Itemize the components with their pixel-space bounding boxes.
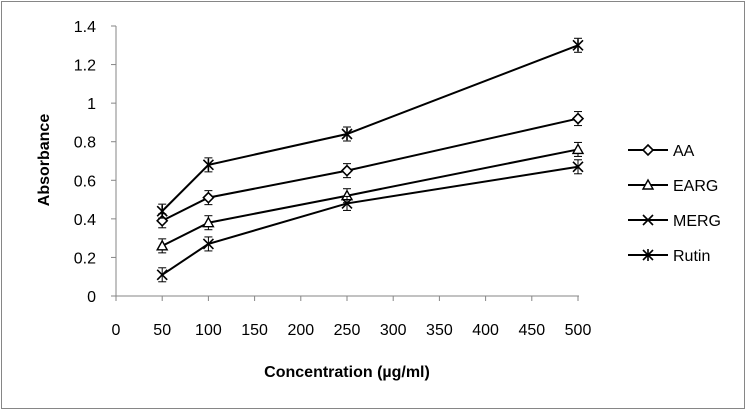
- legend-marker: [642, 214, 654, 226]
- legend-item-aa: AA: [628, 143, 695, 160]
- y-tick-label: 0.6: [74, 173, 96, 190]
- legend-label: EARG: [673, 178, 718, 195]
- data-point: [156, 205, 168, 218]
- data-point: [202, 216, 215, 228]
- series-aa: [156, 111, 585, 229]
- axes: 0 0.2 0.4 0.6 0.8 1 1.2 1.4 0 50 100 150 200 250 300 35…: [74, 19, 592, 339]
- legend-label: AA: [673, 143, 695, 160]
- legend: AA EARG MERG Rutin: [628, 143, 721, 265]
- y-tick-label: 0.2: [74, 250, 96, 267]
- y-tick-label: 0.8: [74, 135, 96, 152]
- x-axis-title: Concentration (µg/ml): [264, 364, 430, 381]
- y-tick-label: 1.4: [74, 19, 96, 36]
- legend-label: MERG: [673, 213, 721, 230]
- data-point: [571, 112, 585, 125]
- y-tick-label: 1.2: [74, 58, 96, 75]
- data-point: [341, 128, 353, 140]
- legend-label: Rutin: [673, 248, 710, 265]
- legend-item-earg: EARG: [628, 178, 718, 195]
- legend-marker: [642, 249, 654, 261]
- series-line: [161, 117, 579, 222]
- legend-item-rutin: Rutin: [628, 248, 710, 265]
- x-tick-label: 250: [334, 322, 361, 339]
- y-tick-label: 1: [87, 96, 96, 113]
- data-point: [156, 239, 169, 251]
- series-layer: [156, 37, 585, 283]
- data-point: [202, 191, 215, 204]
- x-tick-label: 50: [153, 322, 171, 339]
- y-axis-title: Absorbance: [36, 114, 53, 207]
- data-point: [572, 161, 584, 173]
- x-tick-label: 0: [112, 322, 121, 339]
- data-point: [340, 164, 354, 177]
- data-point: [572, 39, 584, 52]
- x-tick-label: 200: [287, 322, 314, 339]
- x-tick-label: 100: [195, 322, 222, 339]
- series-merg: [156, 159, 584, 283]
- x-tick-label: 350: [426, 322, 453, 339]
- x-tick-label: 150: [241, 322, 268, 339]
- x-tick-label: 500: [565, 322, 592, 339]
- legend-item-merg: MERG: [628, 213, 721, 230]
- data-point: [202, 238, 214, 250]
- data-point: [571, 142, 585, 155]
- data-point: [341, 197, 353, 209]
- series-rutin: [156, 37, 584, 219]
- series-earg: [156, 141, 585, 254]
- x-tick-label: 300: [380, 322, 407, 339]
- legend-marker: [641, 178, 655, 190]
- x-tick-label: 450: [518, 322, 545, 339]
- series-line: [161, 165, 579, 276]
- legend-marker: [641, 143, 655, 157]
- x-tick-label: 400: [472, 322, 499, 339]
- series-line: [161, 148, 579, 247]
- y-tick-label: 0: [87, 289, 96, 306]
- y-tick-label: 0.4: [74, 212, 96, 229]
- data-point: [202, 158, 214, 171]
- series-line: [161, 44, 579, 212]
- data-point: [156, 269, 168, 281]
